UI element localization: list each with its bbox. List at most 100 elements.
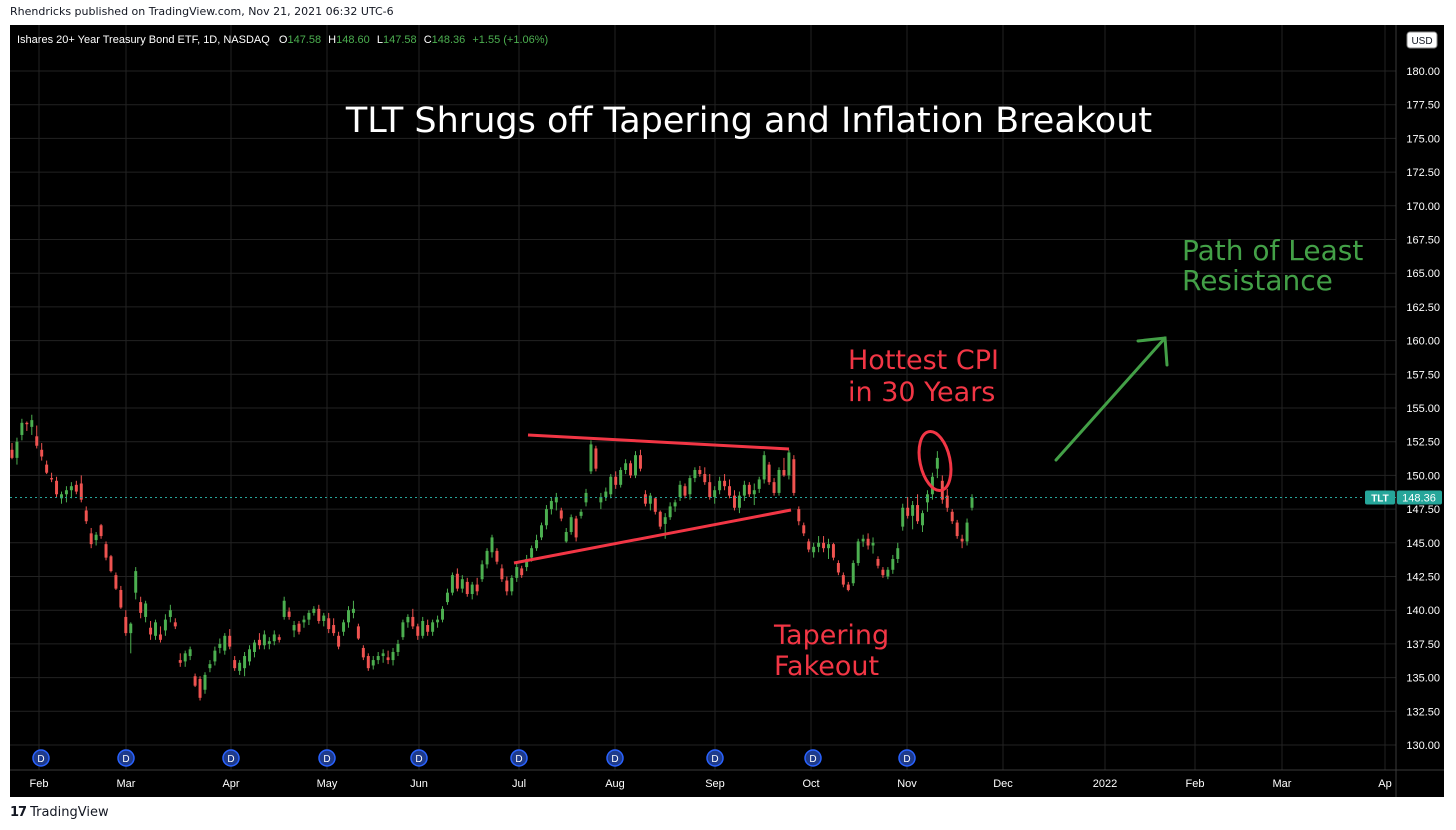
candle [243,651,247,677]
candle-body [193,676,197,686]
candle-body [74,484,78,492]
dividend-marker-label: D [903,754,910,765]
candle-body [248,649,252,662]
candle [30,414,34,435]
candle-body [30,420,34,427]
candle [594,445,598,472]
candle [688,475,692,500]
candle-body [510,577,514,592]
dividend-marker-icon[interactable] [606,749,624,767]
candle [262,630,266,650]
dividend-marker-icon[interactable] [898,749,916,767]
dividend-marker-icon[interactable] [706,749,724,767]
candle-body [292,625,296,631]
candle-body [950,511,954,522]
candle-body [272,634,276,642]
dividend-marker-icon[interactable] [32,749,50,767]
currency-button[interactable]: USD [1411,36,1432,47]
dividend-marker-icon[interactable] [117,749,135,767]
candle [683,483,687,499]
candle-body [841,575,845,585]
price-chart[interactable]: 180.00 177.50 175.00 172.50 170.00 167.50 165.… [10,25,1444,797]
candle [866,533,870,550]
candle-body [737,495,741,508]
currency-button-bg[interactable] [1406,31,1438,49]
lower-trendline[interactable] [513,508,792,565]
candle-body [540,525,543,538]
candle [718,476,722,495]
candle [921,510,924,533]
candle [203,672,207,694]
candle-body [876,558,880,566]
annotation-path-line1: Path of Least [1182,234,1363,267]
candle-body [431,622,435,632]
candle [589,440,593,475]
candle-body [84,510,88,522]
candle [332,618,336,636]
dividend-marker-icon[interactable] [318,749,336,767]
candle-body [871,542,875,546]
candle-body [921,513,924,526]
candle-body [688,478,692,495]
candle-body [757,479,761,489]
candle-body [173,622,177,627]
candle [252,639,256,658]
candle [540,522,543,541]
candle-body [698,470,702,475]
annotation-cpi-line2: in 30 Years [848,377,995,408]
candle [74,480,78,495]
candle [797,506,801,526]
candle [490,534,494,558]
legend-c-value: 148.36 [432,34,466,46]
candle [945,488,949,512]
candle [970,494,974,511]
candle-body [495,550,499,562]
dividend-marker-label: D [227,754,234,765]
dividend-marker-icon[interactable] [804,749,822,767]
candle-body [223,635,227,651]
chart-frame[interactable]: 180.00 177.50 175.00 172.50 170.00 167.50 165.… [10,25,1444,797]
candle [634,451,637,479]
candle-body [302,619,306,623]
y-tick-label: 147.50 [1406,504,1440,516]
candle-body [693,470,697,479]
candle-body [901,507,905,527]
upper-trendline[interactable] [527,433,790,451]
candle-body [569,517,573,533]
legend-o-label: O [279,34,288,46]
up-arrow[interactable] [1054,336,1169,462]
candle [658,510,662,530]
x-tick-label: May [317,778,338,790]
candle-body [935,457,939,469]
candle [154,619,157,640]
candle-body [257,639,261,646]
candle [158,626,162,643]
candle-body [708,482,712,497]
cpi-highlight-ellipse[interactable] [914,429,956,494]
footer-brand[interactable]: 17 TradingView [10,805,109,820]
candle-body [421,620,425,636]
candle [272,630,276,646]
candle [89,527,93,549]
candle-body [732,495,736,508]
candle [653,496,657,515]
candle [411,608,415,630]
candle [643,490,647,507]
dividend-marker-label: D [711,754,718,765]
candle [762,451,766,484]
candle [406,614,410,628]
candle [218,638,222,654]
candle [460,575,464,593]
candle [119,585,123,609]
dividend-marker-icon[interactable] [410,749,428,767]
candle [69,482,73,499]
dividend-marker-label: D [515,754,522,765]
dividend-marker-icon[interactable] [222,749,240,767]
candle-body [683,486,687,496]
candle [792,455,796,496]
candle-body [50,478,54,480]
candle-body [144,603,148,617]
price-tag: 148.36 [1402,493,1436,505]
dividend-marker-icon[interactable] [510,749,528,767]
candle [723,474,727,491]
